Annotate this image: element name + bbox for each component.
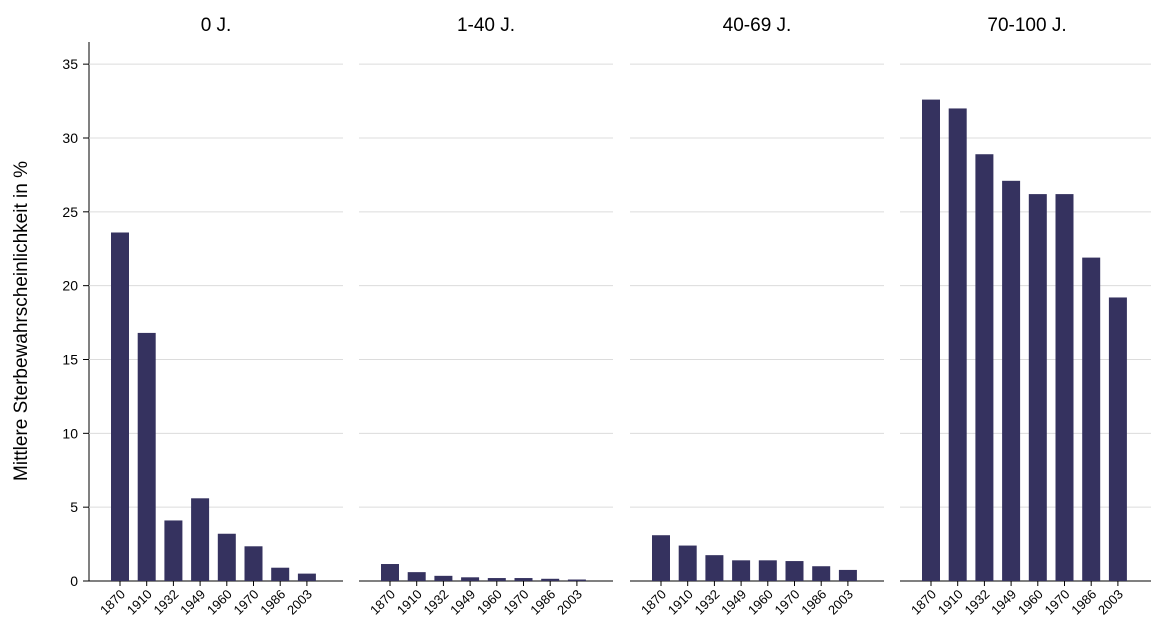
bar	[922, 99, 940, 581]
x-tick-label: 1986	[527, 587, 558, 618]
bar	[461, 577, 480, 581]
x-tick-label: 2003	[284, 587, 315, 618]
y-tick-label: 35	[62, 56, 78, 72]
y-axis-ticks: 0 5 10 15 20 25 30 35	[62, 56, 89, 589]
y-tick-label: 0	[70, 573, 78, 589]
x-tick-label: 1870	[97, 587, 128, 618]
x-tick-label: 2003	[1095, 587, 1126, 618]
bar	[407, 572, 426, 581]
bar	[838, 569, 857, 581]
bar	[217, 533, 236, 581]
y-axis-label: Mittlere Sterbewahrscheinlichkeit in %	[11, 161, 32, 481]
x-tick-label: 1986	[798, 587, 829, 618]
bar	[487, 578, 506, 581]
bar	[758, 560, 777, 581]
bar	[434, 575, 453, 581]
bar	[1055, 194, 1074, 581]
x-tick-label: 1970	[501, 587, 532, 618]
panel-title: 70-100 J.	[987, 15, 1066, 36]
x-tick-label: 1960	[474, 587, 505, 618]
x-tick-label: 1960	[204, 587, 235, 618]
bar	[1108, 297, 1127, 581]
x-tick-label: 1870	[638, 587, 669, 618]
x-tick-label: 1970	[772, 587, 803, 618]
x-tick-label: 1960	[1015, 587, 1046, 618]
bar	[678, 545, 697, 581]
x-tick-label: 1932	[150, 587, 181, 618]
y-tick-label: 15	[62, 351, 78, 367]
x-tick-label: 1970	[231, 587, 262, 618]
bar	[1002, 180, 1021, 581]
x-tick-label: 2003	[825, 587, 856, 618]
bar	[732, 560, 751, 581]
x-tick-label: 1910	[394, 587, 425, 618]
bar	[164, 520, 183, 581]
y-tick-label: 20	[62, 278, 78, 294]
bar	[1028, 194, 1047, 581]
panel-title: 1-40 J.	[457, 15, 515, 36]
x-tick-label: 1960	[745, 587, 776, 618]
x-tick-label: 1910	[665, 587, 696, 618]
bar	[652, 535, 670, 581]
bar	[191, 498, 210, 581]
x-tick-label: 2003	[554, 587, 585, 618]
bar	[705, 555, 724, 581]
bar	[111, 232, 129, 581]
bar	[514, 578, 533, 581]
bar	[785, 561, 804, 581]
y-tick-label: 30	[62, 130, 78, 146]
y-tick-label: 25	[62, 204, 78, 220]
x-tick-label: 1986	[257, 587, 288, 618]
x-tick-label: 1932	[691, 587, 722, 618]
x-tick-label: 1870	[908, 587, 939, 618]
bar	[381, 564, 399, 581]
facet-panels: 0 J.187019101932194919601970198620031-40…	[89, 15, 1151, 618]
x-tick-label: 1910	[935, 587, 966, 618]
bar	[812, 566, 831, 581]
bar	[975, 154, 994, 581]
x-tick-label: 1932	[961, 587, 992, 618]
bar	[244, 546, 263, 581]
bar	[541, 578, 560, 581]
x-tick-label: 1970	[1042, 587, 1073, 618]
y-tick-label: 10	[62, 425, 78, 441]
x-tick-label: 1949	[447, 587, 478, 618]
x-tick-label: 1910	[124, 587, 155, 618]
panel-title: 40-69 J.	[723, 15, 792, 36]
x-tick-label: 1932	[420, 587, 451, 618]
panel-title: 0 J.	[201, 15, 232, 36]
bar	[271, 567, 290, 581]
x-tick-label: 1986	[1068, 587, 1099, 618]
x-tick-label: 1949	[988, 587, 1019, 618]
bar	[567, 579, 586, 581]
bar	[1082, 257, 1101, 581]
y-tick-label: 5	[70, 499, 78, 515]
x-tick-label: 1949	[177, 587, 208, 618]
bar	[948, 108, 967, 581]
x-tick-label: 1870	[367, 587, 398, 618]
panel: 70-100 J. 1870191019321949196019701986200…	[900, 15, 1151, 618]
x-tick-label: 1949	[718, 587, 749, 618]
bar	[297, 573, 316, 581]
bar	[137, 332, 156, 581]
